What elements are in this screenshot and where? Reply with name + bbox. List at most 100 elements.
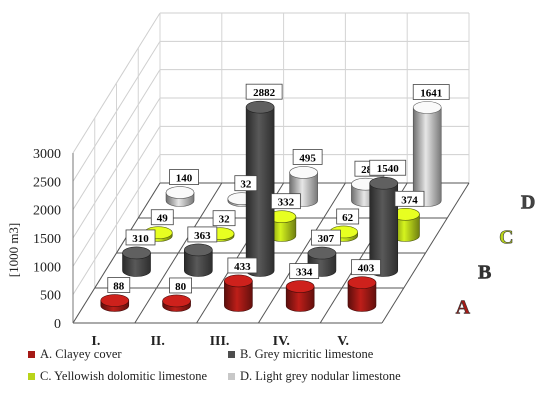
data-label-box [245, 83, 283, 100]
data-label-text: 62 [342, 212, 354, 224]
data-label-text: 88 [113, 281, 125, 293]
series-letter-a: A [456, 297, 471, 319]
bar-body [122, 252, 151, 277]
data-label-box [394, 190, 425, 207]
data-label-text: 332 [278, 197, 295, 209]
data-label-box [412, 84, 450, 100]
data-label-box [289, 263, 320, 279]
data-label: 80 [169, 277, 192, 294]
bars [100, 100, 442, 312]
bar [245, 100, 275, 277]
legend-swatch-a [28, 351, 35, 358]
bar-body [245, 106, 275, 277]
data-label: 334 [289, 263, 320, 279]
data-label: 433 [227, 257, 258, 274]
bar [267, 210, 297, 242]
data-label-box [125, 229, 156, 246]
category-label: II. [150, 334, 164, 349]
data-label: 1540 [369, 159, 407, 176]
data-label-text: 307 [318, 233, 335, 245]
data-label: 307 [311, 229, 341, 246]
data-label-text: 334 [296, 267, 313, 279]
data-label-text: 495 [299, 152, 316, 164]
category-label: V. [337, 334, 349, 349]
data-label-box [336, 208, 360, 225]
series-letter-b: B [478, 262, 491, 284]
y-tick-label: 2000 [33, 204, 61, 219]
data-label-text: 403 [358, 263, 375, 275]
series-letter-d: D [521, 192, 535, 214]
bar [347, 276, 377, 312]
bar-body [184, 249, 213, 277]
data-label-text: 32 [219, 214, 231, 226]
category-label: I. [91, 334, 100, 349]
data-label-text: 1641 [420, 88, 442, 100]
data-label: 140 [169, 169, 199, 185]
data-labels: 1403249528816414932332623743103632882307… [107, 83, 450, 294]
bar-top [289, 166, 318, 179]
bar [162, 294, 191, 312]
legend-item-d: D. Light grey nodular limestone [228, 369, 401, 384]
legend-item-c: C. Yellowish dolomitic limestone [28, 369, 207, 384]
legend-item-a: A. Clayey cover [28, 347, 122, 362]
data-label-box [369, 159, 407, 176]
data-label: 62 [336, 208, 360, 225]
bar-top [347, 276, 377, 289]
data-label-box [187, 226, 218, 243]
bar [369, 176, 399, 277]
data-label: 403 [351, 259, 381, 276]
bar-body [224, 280, 253, 312]
legend-swatch-d [228, 373, 235, 380]
axes: 0 500 1000 1500 2000 2500 3000 I. II. III. IV. V. AB… [33, 147, 536, 349]
bar [224, 274, 253, 312]
bar-top [184, 243, 213, 257]
data-label-text: 374 [401, 194, 418, 206]
bar [165, 186, 195, 207]
data-label-text: 433 [234, 261, 251, 273]
data-label-box [270, 193, 301, 210]
data-label-text: 49 [157, 213, 169, 225]
data-label-box [292, 149, 323, 165]
legend-item-b: B. Grey micritic limestone [228, 347, 373, 362]
bar-top [412, 101, 442, 114]
bar-top [224, 274, 253, 288]
bar-top [307, 246, 337, 260]
bar-top [245, 100, 275, 114]
series-letter-c: C [499, 227, 513, 249]
bar-top [285, 280, 315, 293]
bar [100, 294, 130, 312]
bar-top [122, 246, 151, 260]
data-label: 332 [270, 193, 301, 210]
data-label-box [107, 277, 131, 293]
bar-body [285, 286, 315, 312]
data-label-box [169, 169, 199, 185]
legend-label-c: C. Yellowish dolomitic limestone [40, 369, 208, 383]
bar-top [369, 176, 399, 190]
data-label-text: 80 [175, 281, 187, 293]
bar-body [347, 282, 377, 312]
y-axis-label: [1000 m3] [6, 223, 21, 278]
y-tick-label: 2500 [33, 175, 61, 190]
y-tick-label: 1500 [33, 232, 61, 247]
data-label-box [150, 209, 174, 226]
legend-label-d: D. Light grey nodular limestone [240, 369, 401, 383]
data-label-box [169, 277, 192, 294]
data-label-box [234, 175, 258, 192]
data-label-box [351, 259, 381, 276]
data-label-text: 310 [132, 233, 149, 245]
bar-top [165, 186, 195, 199]
data-label: 88 [107, 277, 131, 293]
y-tick-label: 500 [40, 289, 61, 304]
data-label: 32 [212, 210, 236, 227]
legend-swatch-b [228, 351, 235, 358]
data-label-text: 32 [240, 179, 252, 191]
data-label: 363 [187, 226, 218, 243]
data-label: 32 [234, 175, 258, 192]
y-tick-label: 1000 [33, 260, 61, 275]
data-label: 1641 [412, 84, 450, 100]
data-label-text: 1540 [377, 163, 400, 175]
y-tick-label: 0 [54, 317, 61, 332]
bar [184, 243, 213, 277]
bar-top [162, 294, 191, 308]
bar [122, 246, 151, 277]
